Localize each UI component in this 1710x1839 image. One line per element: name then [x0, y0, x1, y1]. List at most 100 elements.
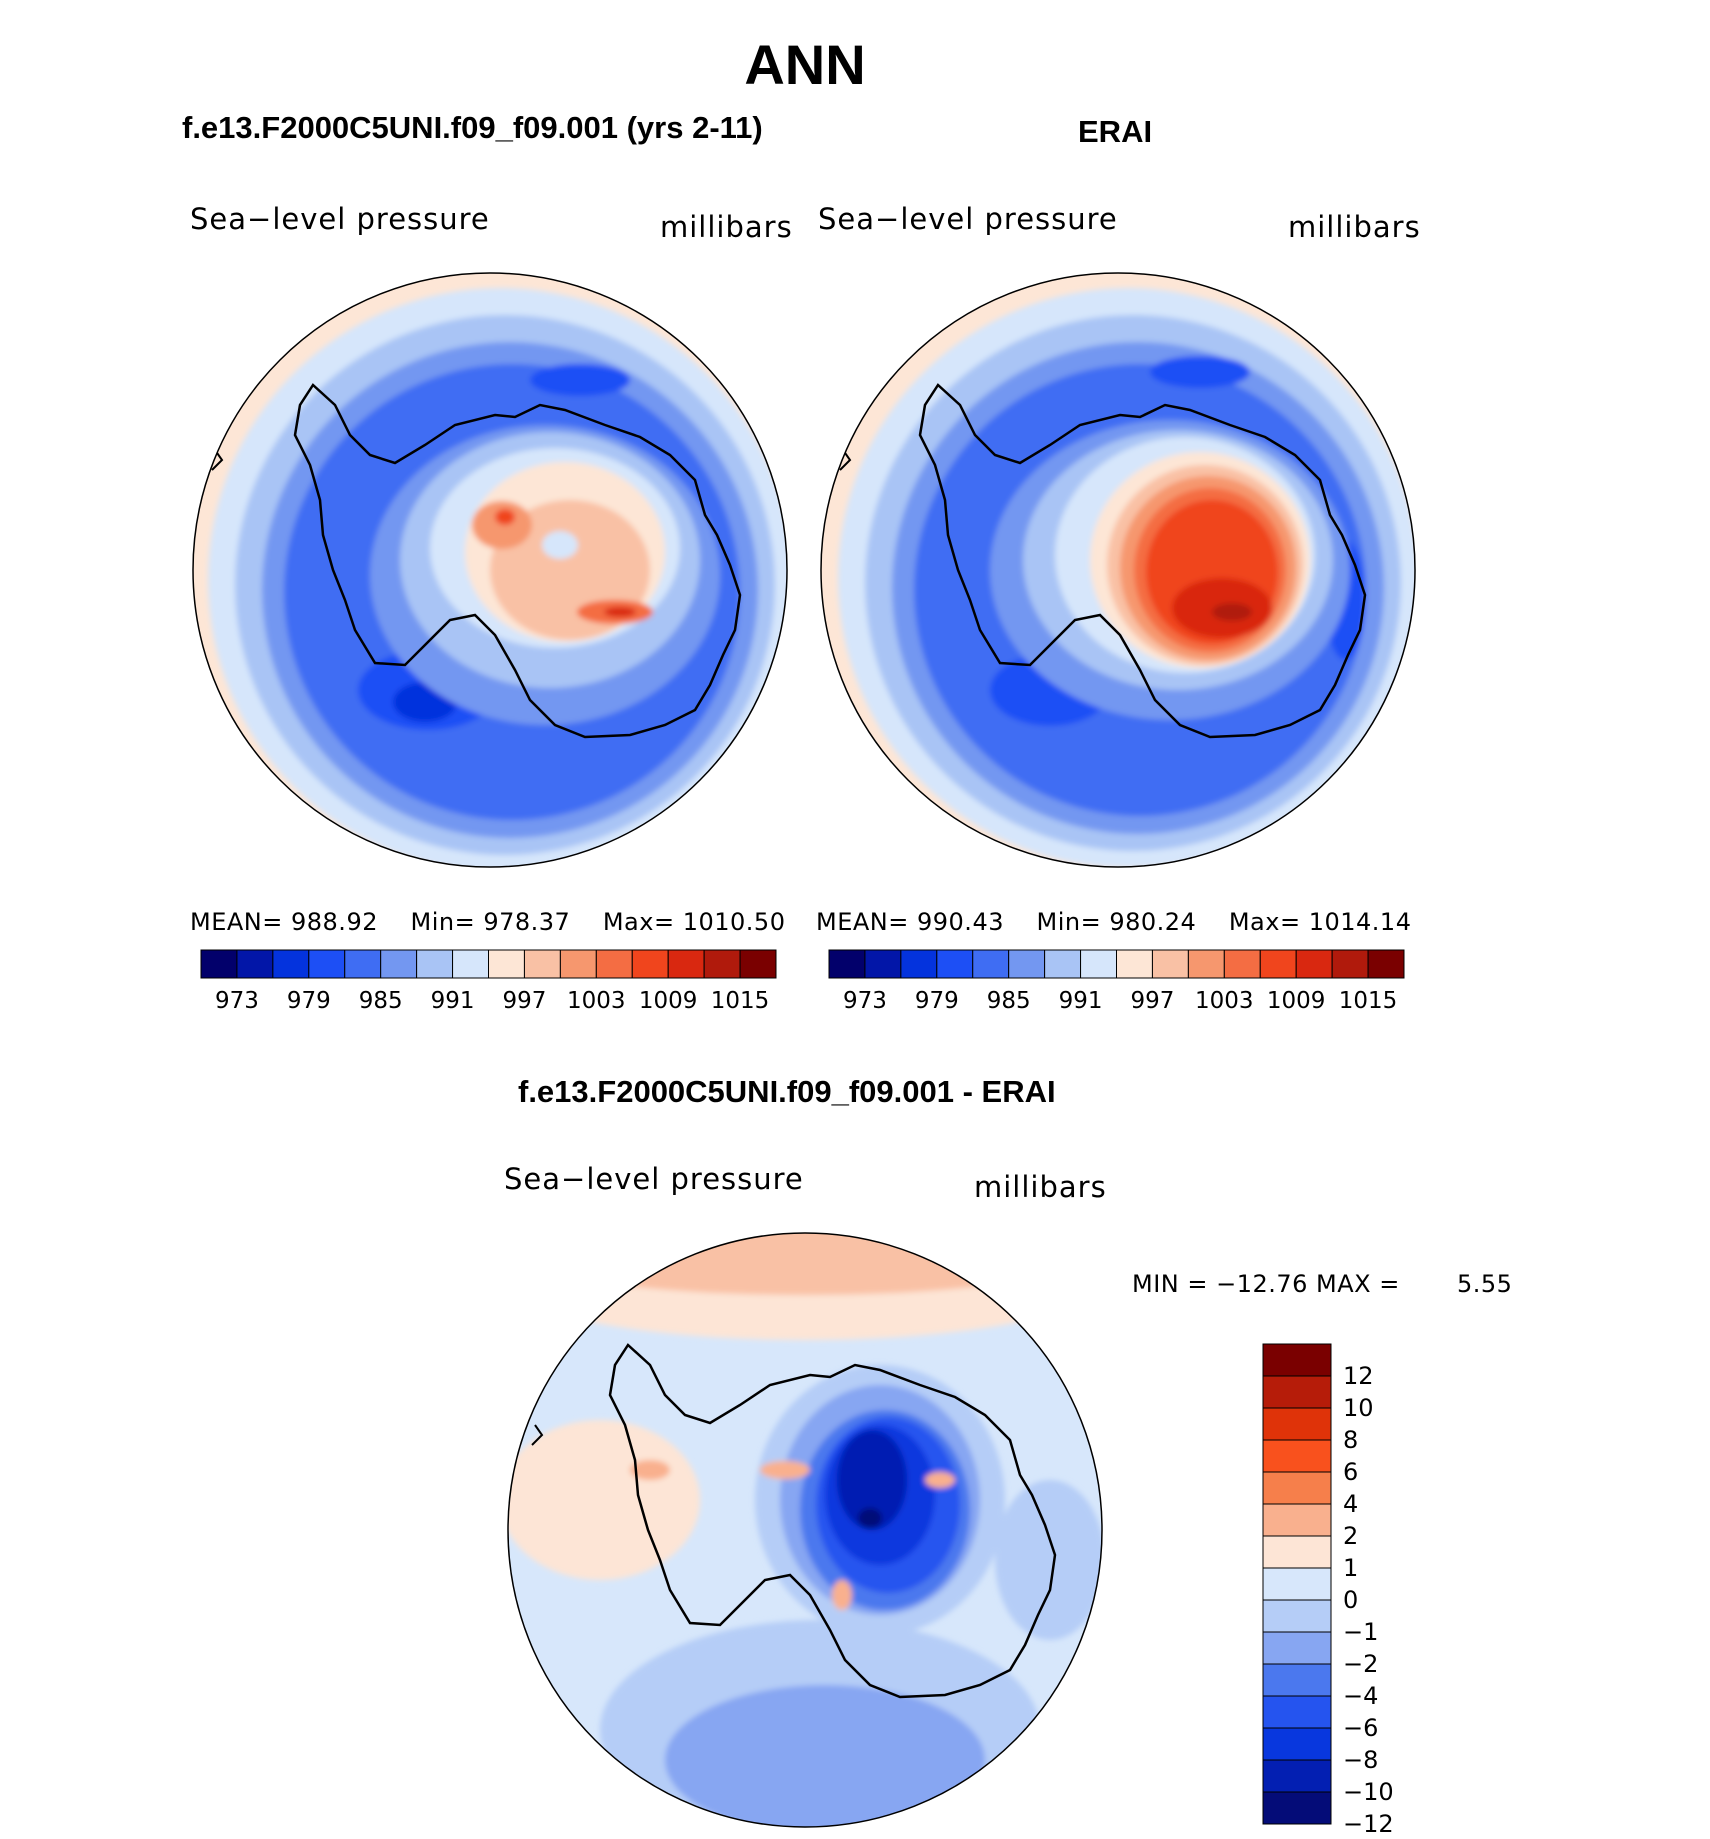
colorbar-tick-label: 991	[1058, 988, 1103, 1014]
colorbar-swatch	[1331, 949, 1369, 979]
colorbar-swatch	[1044, 949, 1082, 979]
colorbar-tick-label: 973	[214, 988, 259, 1014]
model-colorbar	[200, 949, 777, 979]
main-title: ANN	[744, 33, 866, 96]
model-units-label: millibars	[660, 210, 793, 244]
colorbar-swatch	[1262, 1343, 1332, 1377]
colorbar-tick-label: −2	[1343, 1650, 1379, 1678]
colorbar-swatch	[595, 949, 633, 979]
colorbar-tick-label: 1015	[1338, 988, 1398, 1014]
max-value: 1010.50	[682, 908, 786, 936]
colorbar-tick-label: 12	[1343, 1362, 1374, 1390]
diff-stats: MIN = −12.76 MAX =	[1132, 1270, 1400, 1298]
colorbar-tick-label: 991	[430, 988, 475, 1014]
colorbar-tick-label: −6	[1343, 1714, 1379, 1742]
max-label: Max=	[1228, 908, 1301, 936]
colorbar-swatch	[1008, 949, 1046, 979]
diff-polar-map	[508, 1233, 1102, 1827]
colorbar-swatch	[416, 949, 454, 979]
colorbar-swatch	[1262, 1631, 1332, 1665]
colorbar-swatch	[703, 949, 741, 979]
model-panel-title: f.e13.F2000C5UNI.f09_f09.001 (yrs 2-11)	[182, 110, 763, 145]
mean-value: 990.43	[917, 908, 1004, 936]
model-map-border	[192, 272, 788, 868]
colorbar-tick-label: 2	[1343, 1522, 1359, 1550]
colorbar-tick-label: 997	[1130, 988, 1175, 1014]
colorbar-swatch	[1116, 949, 1153, 979]
colorbar-swatch	[936, 949, 974, 979]
colorbar-swatch	[1262, 1663, 1332, 1697]
colorbar-swatch	[1187, 949, 1225, 979]
colorbar-swatch	[739, 949, 777, 979]
obs-stats: MEAN= 990.43 Min= 980.24 Max= 1014.14	[816, 908, 1411, 936]
colorbar-swatch	[1262, 1439, 1332, 1473]
min-label: Min=	[410, 908, 476, 936]
colorbar-swatch	[631, 949, 669, 979]
colorbar-tick-label: 997	[502, 988, 547, 1014]
colorbar-tick-label: 979	[286, 988, 331, 1014]
obs-field-label: Sea−level pressure	[818, 202, 1118, 236]
diff-map-border	[507, 1232, 1103, 1828]
colorbar-tick-label: −4	[1343, 1682, 1379, 1710]
colorbar-swatch	[1262, 1375, 1332, 1409]
colorbar-swatch	[900, 949, 938, 979]
colorbar-swatch	[1259, 949, 1297, 979]
diff-stats-max: 5.55	[1457, 1270, 1513, 1298]
model-stats: MEAN= 988.92 Min= 978.37 Max= 1010.50	[190, 908, 785, 936]
colorbar-swatch	[1262, 1727, 1332, 1761]
colorbar-tick-label: 4	[1343, 1490, 1359, 1518]
colorbar-tick-label: 6	[1343, 1458, 1359, 1486]
min-label: Min=	[1036, 908, 1102, 936]
colorbar-swatch	[200, 949, 238, 979]
colorbar-tick-label: 0	[1343, 1586, 1359, 1614]
model-polar-map	[193, 273, 787, 867]
colorbar-tick-label: −1	[1343, 1618, 1379, 1646]
mean-label: MEAN=	[816, 908, 909, 936]
colorbar-swatch	[1295, 949, 1333, 979]
colorbar-swatch	[1367, 949, 1405, 979]
max-label: Max=	[602, 908, 675, 936]
obs-polar-map	[821, 273, 1415, 867]
diff-colorbar	[1262, 1343, 1332, 1825]
colorbar-tick-label: −10	[1343, 1778, 1394, 1806]
colorbar-tick-label: 973	[842, 988, 887, 1014]
colorbar-swatch	[308, 949, 346, 979]
colorbar-tick-label: 8	[1343, 1426, 1359, 1454]
colorbar-swatch	[1262, 1503, 1332, 1537]
min-value: 978.37	[483, 908, 571, 936]
colorbar-tick-label: −12	[1343, 1810, 1394, 1838]
colorbar-swatch	[1262, 1471, 1332, 1505]
colorbar-tick-label: 1015	[710, 988, 770, 1014]
colorbar-swatch	[972, 949, 1010, 979]
colorbar-swatch	[1223, 949, 1261, 979]
colorbar-swatch	[488, 949, 525, 979]
colorbar-swatch	[1080, 949, 1117, 979]
colorbar-swatch	[864, 949, 902, 979]
colorbar-swatch	[1262, 1535, 1332, 1569]
diff-field-label: Sea−level pressure	[504, 1162, 804, 1196]
colorbar-tick-label: 1	[1343, 1554, 1359, 1582]
colorbar-tick-label: 1009	[638, 988, 698, 1014]
colorbar-swatch	[380, 949, 418, 979]
colorbar-tick-label: 10	[1343, 1394, 1374, 1422]
colorbar-tick-label: 979	[914, 988, 959, 1014]
colorbar-swatch	[1262, 1695, 1332, 1729]
colorbar-swatch	[1262, 1759, 1332, 1793]
diff-units-label: millibars	[974, 1170, 1107, 1204]
colorbar-swatch	[1262, 1567, 1332, 1601]
obs-colorbar	[828, 949, 1405, 979]
colorbar-tick-label: 1003	[1195, 988, 1254, 1014]
colorbar-tick-label: 985	[986, 988, 1031, 1014]
colorbar-swatch	[559, 949, 597, 979]
min-value: 980.24	[1109, 908, 1197, 936]
mean-label: MEAN=	[190, 908, 283, 936]
colorbar-swatch	[523, 949, 561, 979]
colorbar-tick-label: 985	[358, 988, 403, 1014]
colorbar-swatch	[1151, 949, 1189, 979]
obs-units-label: millibars	[1288, 210, 1421, 244]
colorbar-tick-label: 1009	[1266, 988, 1326, 1014]
colorbar-swatch	[667, 949, 705, 979]
colorbar-swatch	[236, 949, 274, 979]
colorbar-tick-label: 1003	[567, 988, 626, 1014]
